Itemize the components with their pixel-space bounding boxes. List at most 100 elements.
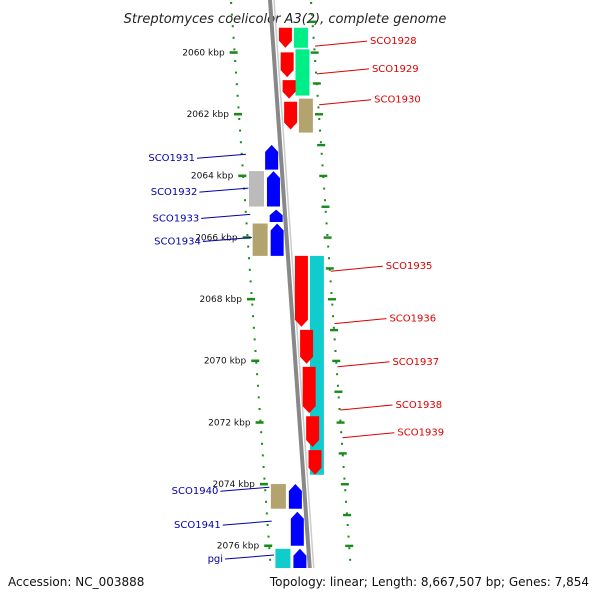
scale-dot-left xyxy=(238,118,241,120)
scale-dot-right xyxy=(316,94,319,97)
leader-line-forward xyxy=(319,99,372,106)
scale-dot-right xyxy=(344,489,347,492)
scale-dot-left xyxy=(236,94,239,97)
tick-minor-right xyxy=(317,143,326,147)
scale-dot-left xyxy=(231,25,234,28)
tick-mark xyxy=(233,112,242,116)
scale-dot-right xyxy=(329,280,332,283)
tick-minor-right xyxy=(314,113,323,116)
tick-minor-right xyxy=(345,544,354,548)
scale-dot-right xyxy=(315,71,318,74)
tick-minor-right xyxy=(332,359,341,363)
scale-dot-right xyxy=(310,13,313,16)
genome-title: Streptomyces coelicolor A3(2), complete … xyxy=(124,12,447,27)
leader-line-forward xyxy=(314,40,368,47)
tick-mark xyxy=(229,51,238,54)
gene-label-reverse: SCO1932 xyxy=(151,187,198,198)
tick-minor-right xyxy=(340,483,349,486)
tick-minor-right xyxy=(334,390,343,393)
topology-text: Topology: linear; Length: 8,667,507 bp; … xyxy=(269,575,589,589)
tick-mark xyxy=(259,482,268,486)
scale-dot-left xyxy=(264,489,267,492)
scale-dot-left xyxy=(249,280,252,283)
gene-label-reverse: SCO1931 xyxy=(148,153,195,164)
leader-line-reverse xyxy=(196,153,247,159)
scale-dot-right xyxy=(312,36,315,39)
scale-dot-left xyxy=(260,431,263,434)
scale-dot-left xyxy=(244,210,247,213)
scale-dot-left xyxy=(230,13,233,16)
gene-arrow-forward xyxy=(300,329,314,364)
tick-marks: 2060 kbp 2062 kbp 2064 kbp 2066 kbp 2068 kbp… xyxy=(182,2,356,596)
scale-dot-left xyxy=(235,71,238,74)
scale-dot-right xyxy=(323,187,326,190)
scale-dot-right xyxy=(328,268,331,271)
scale-dot-left xyxy=(258,408,261,410)
tick-mark xyxy=(246,297,255,301)
tick-minor-right xyxy=(321,205,330,208)
tick-label: 2070 kbp xyxy=(204,357,247,367)
scale-dot-right xyxy=(313,48,316,51)
leader-line-reverse xyxy=(201,213,251,219)
scale-dot-left xyxy=(246,234,249,236)
scale-dot-left xyxy=(234,60,237,62)
scale-dot-left xyxy=(240,152,243,155)
scale-dot-left xyxy=(247,245,250,248)
leader-line-reverse xyxy=(202,236,252,242)
scale-dot-right xyxy=(319,129,322,132)
scale-dot-right xyxy=(345,500,348,503)
scale-dot-right xyxy=(318,118,321,120)
gene-label-forward: SCO1929 xyxy=(372,64,419,75)
gene-arrow-forward xyxy=(302,366,316,414)
gene-arrow-forward xyxy=(282,80,296,99)
scale-dot-right xyxy=(336,373,339,376)
tick-label: 2068 kbp xyxy=(200,295,243,305)
gene-arrow-forward xyxy=(306,416,320,448)
leader-line-forward xyxy=(337,361,390,368)
scale-dot-left xyxy=(262,466,265,468)
scale-dot-right xyxy=(341,454,344,457)
leader-line-forward xyxy=(342,432,395,439)
scale-dot-left xyxy=(230,2,233,4)
scale-dot-right xyxy=(328,257,331,260)
scale-dot-left xyxy=(266,524,269,526)
scale-dot-right xyxy=(349,558,352,561)
scale-dot-right xyxy=(325,222,328,225)
tick-mark xyxy=(238,174,247,178)
tick-label: 2076 kbp xyxy=(217,542,260,552)
scale-dot-left xyxy=(252,326,255,329)
scale-dot-right xyxy=(330,292,333,294)
scale-dot-right xyxy=(311,25,314,28)
scale-dot-left xyxy=(250,292,253,294)
scale-dot-right xyxy=(317,106,320,109)
feature-bar-reverse xyxy=(248,171,264,207)
tick-minor-right xyxy=(308,20,317,23)
gene-label-forward: SCO1939 xyxy=(397,428,444,439)
gene-label-reverse: SCO1933 xyxy=(153,213,200,224)
gene-arrow-forward xyxy=(280,52,294,78)
gene-label-reverse: pgi xyxy=(208,554,223,565)
scale-dot-left xyxy=(232,36,235,39)
gene-label-forward: SCO1935 xyxy=(386,261,433,272)
tick-mark xyxy=(255,421,264,424)
tick-minor-right xyxy=(327,298,336,301)
scale-dot-left xyxy=(257,396,260,399)
scale-dot-right xyxy=(320,152,323,155)
scale-dot-left xyxy=(261,454,264,457)
tick-minor-right xyxy=(312,82,321,85)
gene-arrow-reverse xyxy=(288,484,302,509)
gene-label-reverse: SCO1940 xyxy=(172,486,219,497)
scale-dot-right xyxy=(314,60,317,62)
tick-mark xyxy=(251,359,260,363)
scale-dot-right xyxy=(337,396,340,399)
scale-dot-right xyxy=(319,141,322,144)
gene-label-forward: SCO1938 xyxy=(395,400,442,411)
gene-arrow-reverse xyxy=(270,223,284,256)
leader-line-reverse xyxy=(199,187,249,193)
scale-dot-left xyxy=(265,500,268,503)
gene-arrow-reverse xyxy=(269,209,283,222)
scale-dot-right xyxy=(335,361,338,364)
gene-arrow-reverse xyxy=(266,171,280,207)
tick-minor-right xyxy=(323,236,332,239)
scale-dot-left xyxy=(259,419,262,422)
